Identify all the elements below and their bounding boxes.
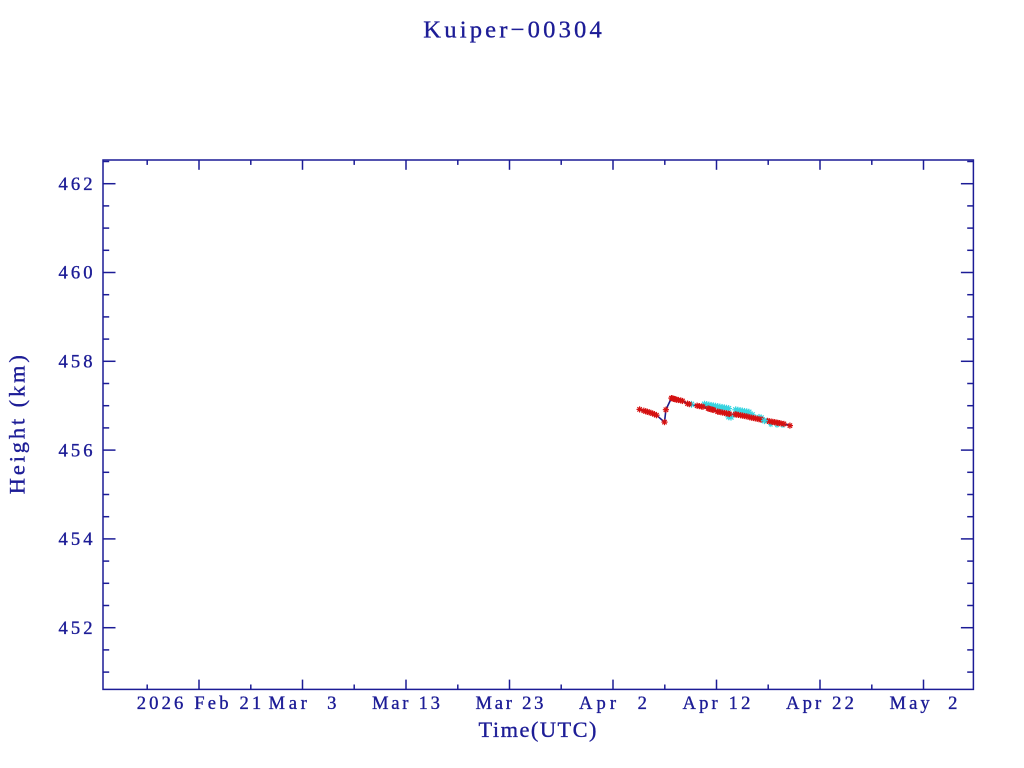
- svg-text:Time(UTC): Time(UTC): [479, 717, 597, 742]
- svg-text:2026 Feb 21: 2026 Feb 21: [137, 693, 262, 714]
- svg-text:Height (km): Height (km): [5, 355, 30, 494]
- svg-text:May 2: May 2: [890, 693, 958, 714]
- svg-text:Mar 23: Mar 23: [476, 693, 544, 714]
- svg-text:462: 462: [59, 174, 93, 195]
- svg-text:Mar 13: Mar 13: [372, 693, 440, 714]
- svg-text:Apr 22: Apr 22: [786, 693, 854, 714]
- svg-text:458: 458: [59, 352, 93, 373]
- svg-text:452: 452: [59, 618, 93, 639]
- svg-text:Kuiper−00304: Kuiper−00304: [423, 17, 602, 44]
- svg-text:460: 460: [59, 263, 93, 284]
- svg-text:Mar 3: Mar 3: [269, 693, 337, 714]
- svg-text:454: 454: [59, 529, 93, 550]
- svg-text:Apr 2: Apr 2: [579, 693, 647, 714]
- svg-text:456: 456: [59, 440, 93, 461]
- svg-text:Apr 12: Apr 12: [683, 693, 751, 714]
